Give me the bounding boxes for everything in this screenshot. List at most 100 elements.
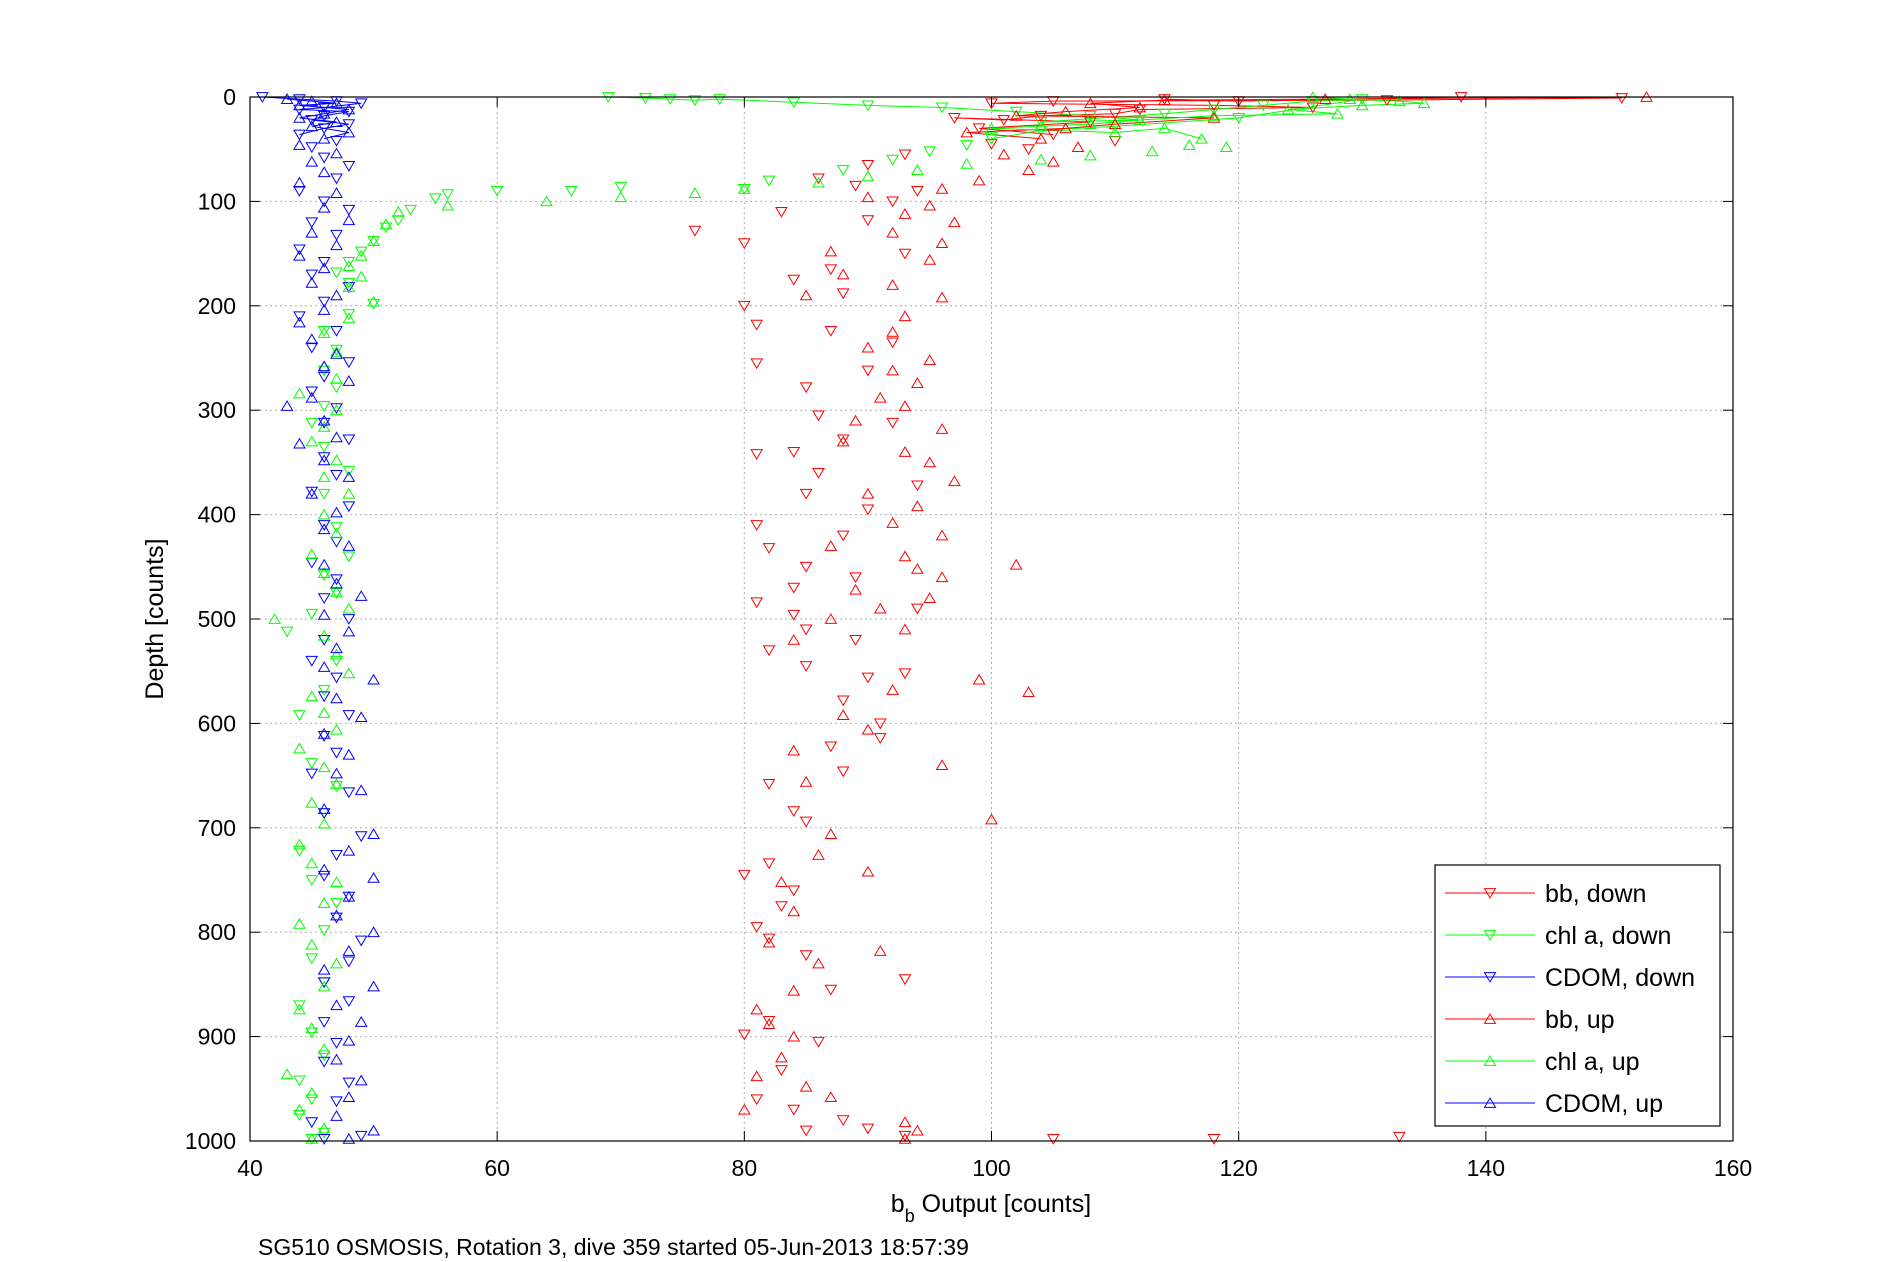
data-point: [1034, 132, 1048, 144]
data-point: [293, 845, 306, 857]
legend-label: chl a, up: [1545, 1048, 1640, 1076]
data-point: [305, 1117, 319, 1129]
data-point: [317, 731, 331, 742]
data-point: [317, 371, 331, 383]
data-point: [935, 529, 949, 541]
caption: SG510 OSMOSIS, Rotation 3, dive 359 star…: [258, 1234, 969, 1260]
data-point: [1071, 141, 1085, 153]
data-point: [787, 97, 801, 109]
data-point: [1380, 95, 1394, 107]
data-point: [886, 417, 900, 429]
data-point: [775, 901, 788, 913]
data-point: [317, 401, 331, 412]
data-point: [910, 164, 924, 175]
data-point: [1022, 144, 1035, 156]
data-point: [1182, 139, 1196, 150]
data-point: [317, 558, 331, 570]
data-point: [317, 327, 331, 338]
data-point: [985, 813, 998, 825]
data-point: [1207, 111, 1221, 123]
data-point: [305, 690, 319, 702]
data-point: [354, 590, 368, 601]
data-point: [330, 173, 343, 185]
data-point: [330, 781, 343, 792]
data-point: [861, 341, 875, 353]
data-point: [268, 613, 282, 624]
data-point: [614, 181, 628, 193]
data-point: [317, 977, 331, 989]
data-point: [293, 1000, 306, 1012]
data-point: [836, 434, 850, 446]
data-point: [441, 199, 455, 211]
data-point: [861, 170, 875, 182]
data-point: [1219, 141, 1233, 153]
series-line-2: [262, 96, 362, 136]
data-point: [935, 291, 949, 303]
data-point: [935, 571, 949, 583]
y-tick-label: 800: [198, 919, 236, 945]
data-point: [354, 784, 368, 796]
data-point: [293, 1003, 306, 1015]
data-point: [342, 487, 356, 499]
data-point: [330, 403, 343, 415]
data-point: [787, 885, 801, 897]
data-point: [293, 129, 306, 141]
data-point: [1306, 102, 1320, 114]
data-point: [317, 1043, 331, 1055]
data-point: [342, 434, 356, 446]
data-point: [330, 574, 343, 586]
data-point: [305, 391, 319, 403]
data-point: [824, 828, 838, 839]
data-point: [404, 204, 418, 216]
data-point: [960, 126, 974, 138]
data-point: [948, 112, 961, 124]
data-point: [1022, 686, 1035, 697]
data-point: [923, 354, 937, 365]
data-point: [330, 135, 343, 147]
data-point: [342, 1132, 356, 1144]
data-point: [330, 672, 343, 684]
data-point: [1083, 117, 1097, 128]
data-point: [317, 296, 331, 308]
data-point: [861, 159, 875, 171]
legend-box: [1434, 864, 1721, 1127]
data-point: [354, 1130, 368, 1142]
data-point: [305, 120, 319, 132]
data-point: [305, 95, 319, 107]
data-point: [317, 761, 331, 773]
data-point: [812, 849, 825, 860]
data-point: [799, 1125, 813, 1137]
y-tick-label: 600: [198, 710, 236, 736]
data-point: [972, 123, 986, 135]
data-point: [1207, 104, 1221, 116]
data-point: [762, 933, 776, 945]
data-point: [750, 597, 764, 609]
data-point: [354, 831, 368, 843]
data-point: [330, 97, 343, 109]
data-point: [317, 980, 331, 992]
data-point: [886, 325, 900, 337]
data-point: [305, 276, 319, 288]
data-point: [330, 506, 343, 518]
data-point: [317, 508, 331, 520]
data-point: [317, 608, 331, 620]
data-point: [330, 345, 343, 357]
data-point: [898, 446, 912, 457]
data-point: [330, 239, 343, 251]
y-axis-label: Depth [counts]: [141, 538, 169, 699]
data-point: [1059, 122, 1073, 134]
data-point: [293, 99, 306, 111]
legend-marker: [1483, 930, 1497, 941]
axis-ticks: 40 60 80 100 120 140 160 0 100 200 300 400 500 600 700…: [185, 84, 1752, 1181]
data-point: [317, 629, 331, 641]
data-point: [836, 435, 850, 447]
data-point: [1022, 164, 1035, 175]
data-point: [910, 377, 924, 388]
data-point: [293, 710, 306, 721]
data-point: [354, 711, 368, 723]
data-point: [898, 668, 912, 680]
data-point: [317, 102, 331, 114]
data-point: [1108, 118, 1122, 130]
data-point: [985, 133, 998, 145]
data-point: [317, 123, 331, 135]
